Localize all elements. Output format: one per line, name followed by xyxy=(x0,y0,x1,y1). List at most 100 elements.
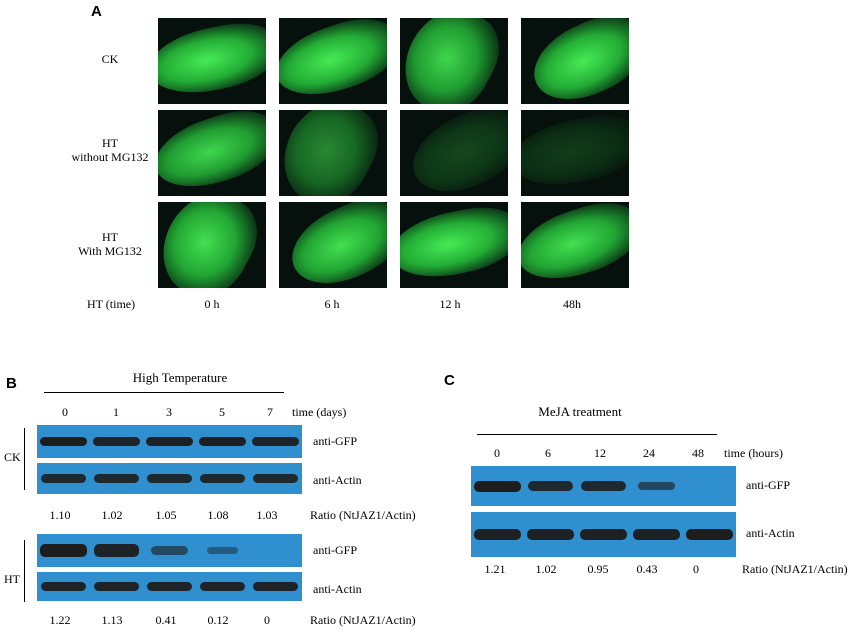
c-lane-1: 6 xyxy=(545,446,551,460)
root-fluorescence xyxy=(279,110,387,196)
blot-ck-gfp xyxy=(37,425,302,458)
panel-b-header: High Temperature xyxy=(132,370,228,385)
row-label-ck: CK xyxy=(60,52,160,67)
band-lane-0 xyxy=(40,581,87,592)
band-lane-1 xyxy=(94,474,139,483)
c-ratio-4: 0 xyxy=(693,562,699,576)
root-fluorescence xyxy=(279,18,387,104)
band-lane-2 xyxy=(147,474,192,483)
blot-c-gfp xyxy=(471,466,736,506)
band-lane-3 xyxy=(206,546,239,555)
blot-ck-actin xyxy=(37,463,302,494)
band-lane-2 xyxy=(151,546,188,555)
panel-c-header: MeJA treatment xyxy=(538,404,622,419)
micrograph-r2-c0 xyxy=(158,202,266,288)
ht-ratio-0: 1.22 xyxy=(49,613,71,627)
micrograph-r1-c1 xyxy=(279,110,387,196)
ck-actin-label: anti-Actin xyxy=(313,473,362,487)
panel-a-letter: A xyxy=(91,3,102,20)
c-ratio-3: 0.43 xyxy=(636,562,658,576)
panel-c-header-rule xyxy=(477,434,717,435)
panel-b-header-rule xyxy=(44,392,284,393)
band-lane-3 xyxy=(198,436,247,447)
c-ratio-1: 1.02 xyxy=(535,562,557,576)
b-lane-4: 7 xyxy=(267,405,273,419)
b-lane-unit: time (days) xyxy=(292,405,347,419)
ht-ratio-2: 0.41 xyxy=(155,613,177,627)
c-actin-label: anti-Actin xyxy=(746,526,795,540)
micrograph-r1-c0 xyxy=(158,110,266,196)
band-lane-2 xyxy=(146,581,193,592)
c-lane-0: 0 xyxy=(494,446,500,460)
time-label-12h: 12 h xyxy=(439,297,461,311)
root-fluorescence xyxy=(158,202,266,288)
root-fluorescence xyxy=(521,18,629,104)
micrograph-r1-c3 xyxy=(521,110,629,196)
b-lane-1: 1 xyxy=(113,405,119,419)
root-fluorescence xyxy=(400,110,508,196)
panel-c-letter: C xyxy=(444,372,455,389)
row-label-line1: CK xyxy=(101,52,119,66)
c-lane-4: 48 xyxy=(692,446,704,460)
band-lane-2 xyxy=(580,529,627,540)
micrograph-r2-c3 xyxy=(521,202,629,288)
ck-ratio-1: 1.02 xyxy=(101,508,123,522)
blot-ht-gfp xyxy=(37,534,302,567)
band-lane-4 xyxy=(252,436,299,447)
band-lane-0 xyxy=(41,474,86,483)
band-lane-3 xyxy=(637,482,676,490)
micrograph-r0-c0 xyxy=(158,18,266,104)
c-lane-unit: time (hours) xyxy=(724,446,783,460)
ht-ratio-4: 0 xyxy=(264,613,270,627)
blot-c-actin xyxy=(471,512,736,557)
band-lane-4 xyxy=(253,474,298,483)
ht-ratio-label: Ratio (NtJAZ1/Actin) xyxy=(310,613,416,627)
band-lane-2 xyxy=(581,480,626,492)
ck-bracket xyxy=(24,428,25,490)
band-lane-0 xyxy=(473,480,522,492)
ck-ratio-4: 1.03 xyxy=(256,508,278,522)
band-lane-4 xyxy=(252,581,299,592)
row-label-line2: without MG132 xyxy=(71,150,149,164)
time-label-6h: 6 h xyxy=(324,297,340,311)
root-fluorescence xyxy=(400,202,508,287)
ht-actin-label: anti-Actin xyxy=(313,582,362,596)
b-lane-3: 5 xyxy=(219,405,225,419)
band-lane-4 xyxy=(685,529,734,540)
band-lane-0 xyxy=(474,529,521,540)
b-lane-2: 3 xyxy=(166,405,172,419)
band-lane-1 xyxy=(528,480,573,492)
ht-bracket xyxy=(24,540,25,602)
micrograph-r0-c3 xyxy=(521,18,629,104)
time-axis-label: HT (time) xyxy=(87,297,136,311)
root-fluorescence xyxy=(279,202,387,288)
micrograph-r0-c1 xyxy=(279,18,387,104)
micrograph-r2-c1 xyxy=(279,202,387,288)
c-ratio-2: 0.95 xyxy=(587,562,609,576)
row-label-ht-with: HT With MG132 xyxy=(50,230,170,258)
ck-ratio-label: Ratio (NtJAZ1/Actin) xyxy=(310,508,416,522)
c-ratio-0: 1.21 xyxy=(484,562,506,576)
c-lane-3: 24 xyxy=(643,446,655,460)
micrograph-r0-c2 xyxy=(400,18,508,104)
root-fluorescence xyxy=(521,202,629,288)
ht-label: HT xyxy=(4,572,20,586)
row-label-line2: With MG132 xyxy=(78,244,142,258)
time-label-48h: 48h xyxy=(563,297,581,311)
blot-ht-actin xyxy=(37,572,302,601)
band-lane-1 xyxy=(93,581,140,592)
ht-gfp-label: anti-GFP xyxy=(313,543,358,557)
row-label-line1: HT xyxy=(102,136,118,150)
row-label-line1: HT xyxy=(102,230,118,244)
root-fluorescence xyxy=(158,110,266,196)
band-lane-2 xyxy=(146,436,193,447)
ck-label: CK xyxy=(4,450,21,464)
band-lane-0 xyxy=(39,436,88,447)
ht-ratio-1: 1.13 xyxy=(101,613,123,627)
ck-ratio-3: 1.08 xyxy=(207,508,229,522)
root-fluorescence xyxy=(521,110,629,195)
b-lane-0: 0 xyxy=(62,405,68,419)
ht-ratio-3: 0.12 xyxy=(207,613,229,627)
root-fluorescence xyxy=(158,18,266,103)
c-lane-2: 12 xyxy=(594,446,606,460)
